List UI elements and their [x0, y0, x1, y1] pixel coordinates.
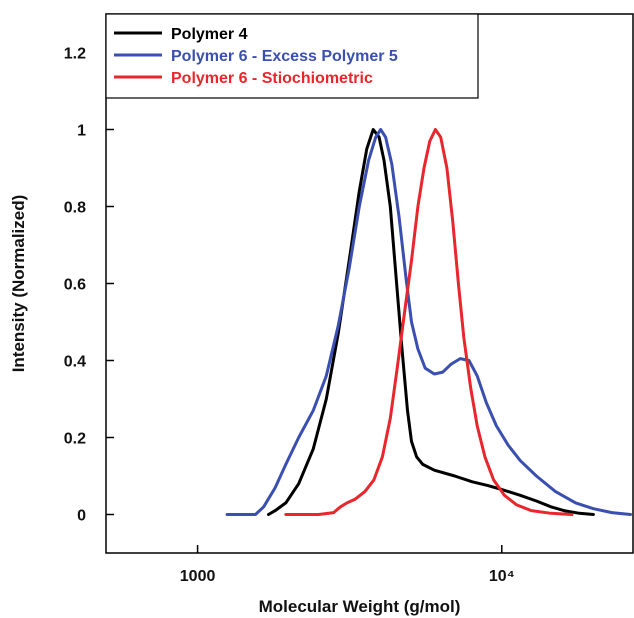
series-line-1: [267, 128, 595, 516]
axis-ticks: [106, 51, 503, 553]
y-tick-label: 1: [77, 123, 86, 140]
legend-box: [105, 13, 479, 99]
series-lines: [225, 128, 632, 516]
x-tick-label: 10⁴: [489, 568, 515, 585]
y-tick-label: 0.6: [64, 277, 86, 294]
legend-label-1: Polymer 4: [171, 26, 248, 43]
series-line-3: [284, 128, 574, 516]
x-tick-label: 1000: [180, 568, 216, 585]
y-tick-label: 1.2: [64, 46, 86, 63]
tick-labels: 0 0.2 0.4 0.6 0.8 1 1.2 1000 10⁴: [64, 46, 515, 586]
y-tick-label: 0.8: [64, 200, 86, 217]
legend-label-3: Polymer 6 - Stiochiometric: [171, 70, 373, 87]
y-tick-label: 0.4: [64, 354, 86, 371]
legend-entries: Polymer 4 Polymer 6 - Excess Polymer 5 Pol…: [114, 26, 398, 87]
legend: Polymer 4 Polymer 6 - Excess Polymer 5 Pol…: [105, 13, 479, 99]
legend-label-2: Polymer 6 - Excess Polymer 5: [171, 48, 398, 65]
series-line-2: [225, 128, 632, 516]
y-tick-label: 0.2: [64, 431, 86, 448]
y-tick-label: 0: [77, 508, 86, 525]
x-axis-label: Molecular Weight (g/mol): [259, 597, 461, 616]
y-axis-label: Intensity (Normalized): [9, 195, 28, 373]
